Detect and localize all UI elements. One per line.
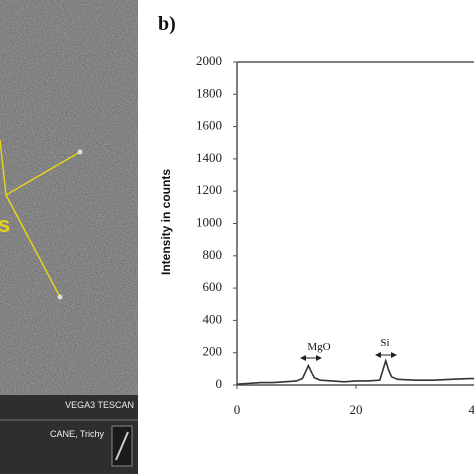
sem-image: s VEGA3 TESCAN CANE, Trichy <box>0 0 138 474</box>
y-tick-label: 1600 <box>196 118 222 133</box>
point <box>57 294 63 300</box>
point <box>77 149 83 155</box>
y-tick-label: 200 <box>203 344 223 359</box>
y-tick-label: 800 <box>203 247 223 262</box>
y-tick-label: 400 <box>203 311 223 326</box>
x-tick-label: 0 <box>234 402 241 417</box>
x-tick-label: 20 <box>350 402 363 417</box>
instrument-label: VEGA3 TESCAN <box>65 400 134 410</box>
y-tick-label: 1200 <box>196 182 222 197</box>
y-tick-label: 1800 <box>196 85 222 100</box>
panel-label: b) <box>158 13 176 35</box>
y-tick-label: 0 <box>216 376 223 391</box>
y-axis-label: Intensity in counts <box>159 169 173 275</box>
y-tick-label: 600 <box>203 279 223 294</box>
annotation: MgO <box>307 341 330 353</box>
y-tick-label: 2000 <box>196 53 222 68</box>
y-tick-label: 1400 <box>196 150 222 165</box>
spectrum-line <box>236 358 474 385</box>
y-tick-label: 1000 <box>196 214 222 229</box>
annotation: Si <box>380 337 389 349</box>
measure-lines <box>0 139 81 298</box>
marker-label: s <box>0 212 10 237</box>
x-tick-label: 40 <box>469 402 474 417</box>
sem-texture <box>0 0 138 395</box>
logo-mark <box>115 431 129 461</box>
lab-label: CANE, Trichy <box>50 429 105 439</box>
